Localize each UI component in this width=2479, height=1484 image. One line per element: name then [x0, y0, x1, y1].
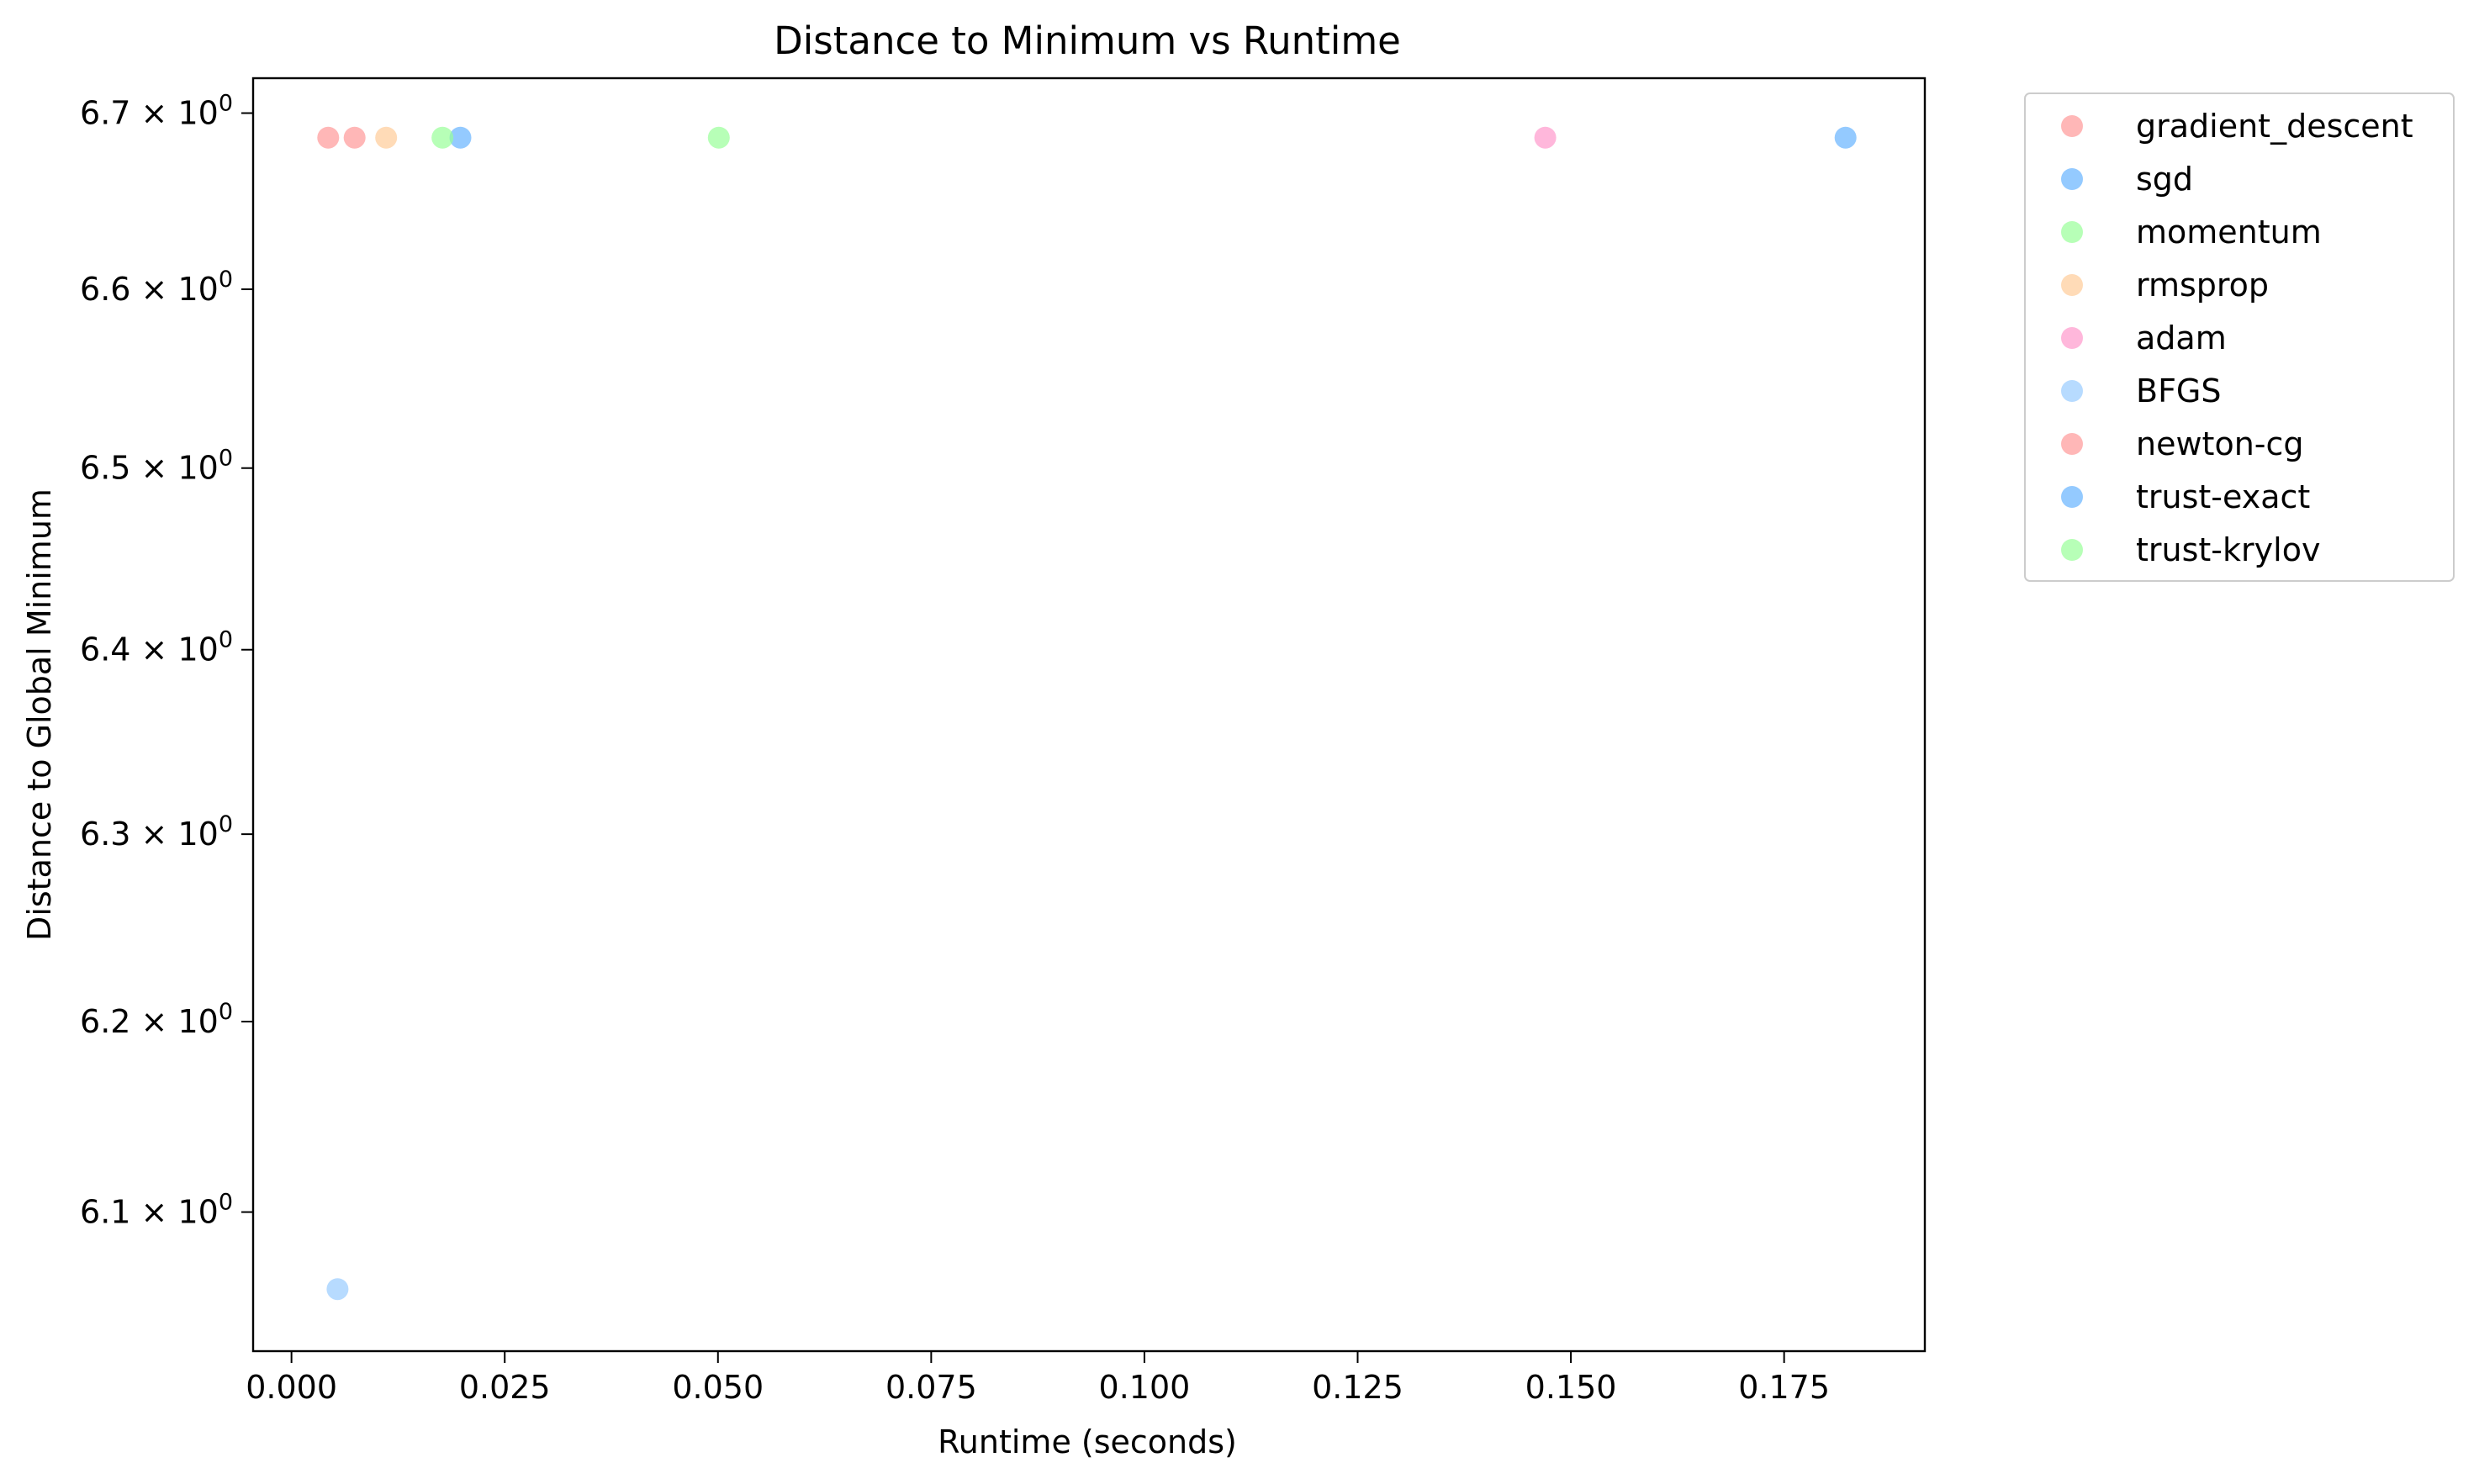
legend-label: trust-krylov — [2136, 531, 2320, 568]
legend-box — [2024, 92, 2455, 582]
legend-item: trust-exact — [2061, 478, 2310, 515]
data-points — [317, 126, 1857, 1301]
x-tick-label: 0.150 — [1525, 1369, 1617, 1406]
legend-label: newton-cg — [2136, 425, 2304, 462]
legend-marker — [2061, 486, 2083, 508]
x-tick-label: 0.125 — [1312, 1369, 1403, 1406]
legend-label: rmsprop — [2136, 267, 2269, 304]
x-tick-label: 0.025 — [459, 1369, 551, 1406]
y-tick-label: 6.4 × 100 — [80, 627, 233, 668]
x-tick-label: 0.075 — [885, 1369, 977, 1406]
y-tick-label: 6.5 × 100 — [80, 446, 233, 487]
y-tick-label: 6.7 × 100 — [80, 91, 233, 132]
y-tick-exponent: 0 — [219, 267, 233, 293]
legend-item: newton-cg — [2061, 425, 2304, 462]
x-tick-label: 0.050 — [672, 1369, 764, 1406]
y-tick-exponent: 0 — [219, 999, 233, 1025]
legend-marker — [2061, 115, 2083, 137]
y-tick-label: 6.2 × 100 — [80, 999, 233, 1040]
legend-label: trust-exact — [2136, 478, 2310, 515]
y-tick-mantissa: 6.5 × 10 — [80, 450, 219, 487]
legend-marker — [2061, 274, 2083, 296]
y-tick-mantissa: 6.2 × 10 — [80, 1003, 219, 1040]
y-tick-exponent: 0 — [219, 91, 233, 117]
legend-marker — [2061, 168, 2083, 190]
y-tick-exponent: 0 — [219, 811, 233, 837]
legend-item: BFGS — [2061, 372, 2222, 409]
legend-item: adam — [2061, 320, 2227, 356]
data-point — [1534, 126, 1557, 149]
y-tick-mantissa: 6.1 × 10 — [80, 1194, 219, 1231]
data-point — [431, 126, 454, 149]
legend-label: adam — [2136, 320, 2227, 356]
plot-area: 0.000 0.025 0.050 0.075 0.100 0.125 0.150 0.175… — [80, 77, 1927, 1406]
data-point — [343, 126, 366, 149]
legend-marker — [2061, 433, 2083, 455]
y-tick-mantissa: 6.6 × 10 — [80, 271, 219, 308]
data-point — [326, 1278, 349, 1301]
y-tick-label: 6.1 × 100 — [80, 1190, 233, 1231]
y-tick-label: 6.3 × 100 — [80, 811, 233, 853]
y-tick-label: 6.6 × 100 — [80, 267, 233, 308]
legend-marker — [2061, 539, 2083, 561]
legend-marker — [2061, 380, 2083, 402]
data-point — [449, 126, 472, 149]
legend-item: rmsprop — [2061, 267, 2269, 304]
legend-label: gradient_descent — [2136, 108, 2413, 145]
legend-marker — [2061, 327, 2083, 349]
chart-title: Distance to Minimum vs Runtime — [774, 18, 1401, 63]
legend-label: momentum — [2136, 214, 2322, 251]
legend-item: trust-krylov — [2061, 531, 2320, 568]
data-point — [375, 126, 398, 149]
data-point — [317, 126, 340, 149]
legend-item: gradient_descent — [2061, 108, 2413, 145]
y-tick-exponent: 0 — [219, 1190, 233, 1216]
y-axis-label: Distance to Global Minimum — [21, 489, 58, 941]
legend-marker — [2061, 221, 2083, 243]
legend-label: BFGS — [2136, 372, 2222, 409]
plot-frame — [251, 77, 1927, 1353]
y-tick-mantissa: 6.7 × 10 — [80, 95, 219, 132]
data-point — [1834, 126, 1857, 149]
y-tick-exponent: 0 — [219, 446, 233, 472]
legend-label: sgd — [2136, 161, 2193, 198]
x-tick-label: 0.000 — [246, 1369, 337, 1406]
data-point — [707, 126, 730, 149]
x-axis-label: Runtime (seconds) — [938, 1423, 1237, 1460]
y-tick-mantissa: 6.3 × 10 — [80, 816, 219, 853]
legend-item: momentum — [2061, 214, 2322, 251]
y-tick-exponent: 0 — [219, 627, 233, 653]
x-tick-label: 0.100 — [1099, 1369, 1191, 1406]
y-tick-mantissa: 6.4 × 10 — [80, 631, 219, 668]
x-tick-label: 0.175 — [1738, 1369, 1830, 1406]
legend-item: sgd — [2061, 161, 2193, 198]
